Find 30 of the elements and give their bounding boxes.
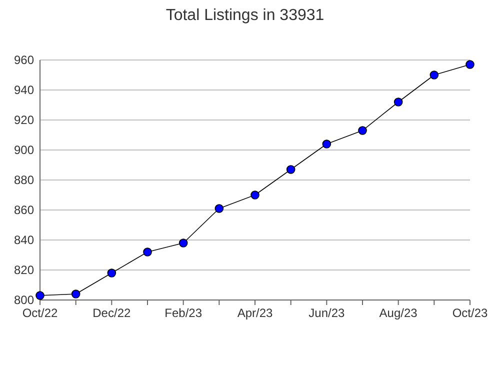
y-tick-label: 840	[14, 233, 34, 248]
x-tick-label: Dec/22	[92, 306, 131, 320]
point	[394, 98, 403, 106]
point	[36, 291, 44, 300]
point	[214, 204, 224, 213]
point	[107, 268, 116, 278]
y-tick-label: 900	[14, 143, 34, 158]
chart-title: Total Listings in 33931	[166, 7, 324, 24]
y-tick-label: 800	[14, 293, 34, 308]
point	[286, 165, 296, 174]
y-tick-label: 940	[14, 83, 34, 98]
x-tick-label: Oct/22	[22, 306, 58, 320]
point	[466, 60, 474, 69]
x-tick-label: Feb/23	[164, 306, 202, 320]
y-tick-label: 920	[14, 113, 34, 128]
point	[178, 238, 188, 248]
x-tick-label: Aug/23	[379, 306, 418, 320]
y-tick-label: 860	[14, 203, 34, 218]
y-tick-label: 880	[14, 173, 34, 188]
y-tick-label: 960	[14, 53, 34, 68]
x-tick-label: Jun/23	[308, 306, 346, 320]
point	[143, 248, 152, 256]
point	[430, 70, 439, 80]
y-tick-label: 820	[14, 263, 34, 278]
point	[322, 140, 332, 148]
point	[358, 126, 367, 135]
x-tick-label: Oct/23	[452, 306, 488, 320]
x-tick-label: Apr/23	[237, 306, 273, 320]
point	[71, 290, 80, 298]
point	[250, 190, 260, 200]
